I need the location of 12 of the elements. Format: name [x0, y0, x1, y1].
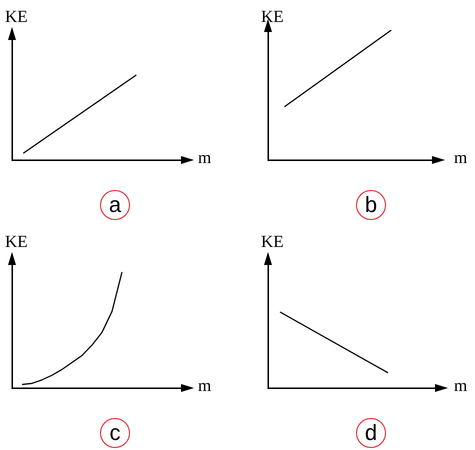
y-axis-title: KE — [261, 7, 284, 26]
y-axis-title: KE — [261, 232, 284, 251]
x-axis-title: m — [198, 148, 212, 167]
x-axis-title: m — [198, 376, 212, 395]
text: c — [100, 418, 130, 448]
y-axis-title: KE — [5, 7, 28, 26]
x-axis-title: m — [454, 376, 468, 395]
text: b — [356, 190, 386, 220]
text: a — [100, 190, 130, 220]
text: d — [356, 418, 386, 448]
y-axis-title: KE — [5, 232, 28, 251]
x-axis-title: m — [454, 148, 468, 167]
